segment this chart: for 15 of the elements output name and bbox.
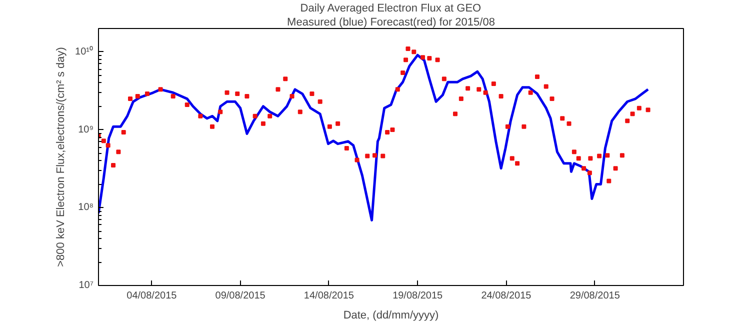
- x-tick-label: 19/08/2015: [392, 290, 444, 302]
- x-tick-label: 24/08/2015: [481, 290, 532, 302]
- x-tick-label: 14/08/2015: [304, 290, 354, 302]
- chart-title: Daily Averaged Electron Flux at GEO: [300, 2, 482, 14]
- y-axis-title: >800 keV Electron Flux,electrons/(cm² s day): [55, 47, 68, 267]
- y-tick-label: 10¹⁰: [75, 45, 94, 58]
- x-axis-title: Date, (dd/mm/yyyy): [343, 310, 439, 322]
- chart-subtitle: Measured (blue) Forecast(red) for 2015/08: [287, 16, 495, 28]
- x-tick-label: 29/08/2015: [570, 290, 620, 302]
- y-tick-label: 10⁷: [78, 280, 94, 291]
- y-tick-label: 10⁸: [78, 202, 94, 214]
- line-series: [98, 54, 650, 222]
- x-tick-label: 09/08/2015: [215, 290, 266, 302]
- y-tick-label: 10⁹: [78, 124, 94, 136]
- x-tick-label: 04/08/2015: [126, 290, 178, 302]
